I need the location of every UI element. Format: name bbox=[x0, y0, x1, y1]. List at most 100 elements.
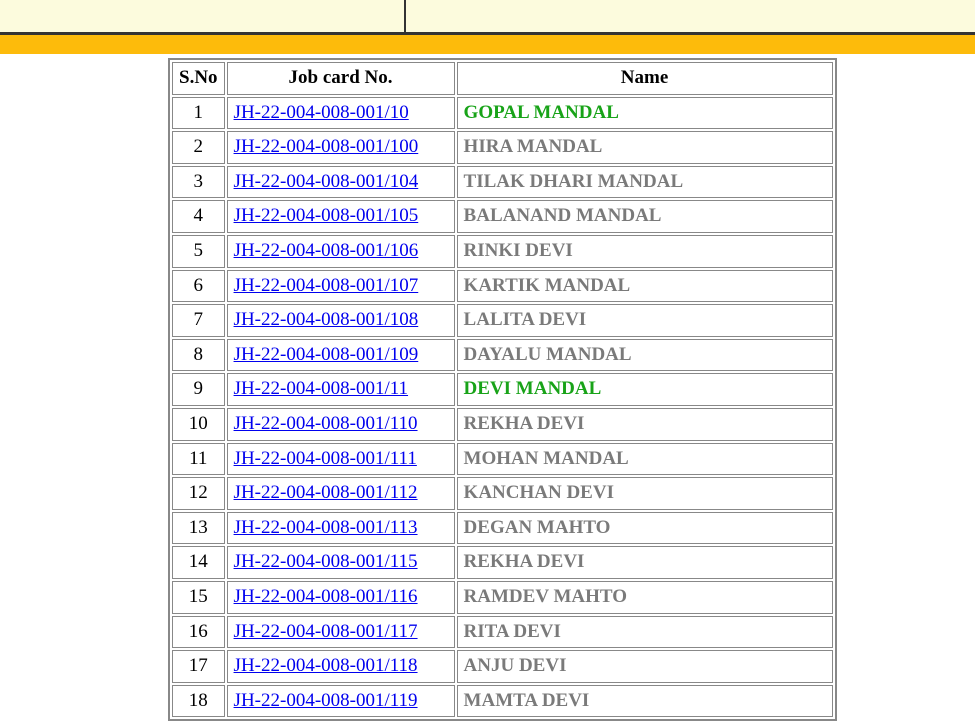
header-jobno: Job card No. bbox=[227, 62, 455, 95]
cell-name: DEGAN MAHTO bbox=[457, 512, 833, 545]
top-header-region bbox=[0, 0, 975, 34]
table-row: 2 JH-22-004-008-001/100 HIRA MANDAL bbox=[172, 131, 833, 164]
table-row: 5 JH-22-004-008-001/106 RINKI DEVI bbox=[172, 235, 833, 268]
cell-name: RINKI DEVI bbox=[457, 235, 833, 268]
cell-sno: 18 bbox=[172, 685, 225, 718]
cell-jobno: JH-22-004-008-001/113 bbox=[227, 512, 455, 545]
vertical-divider bbox=[404, 0, 406, 32]
jobcard-link[interactable]: JH-22-004-008-001/100 bbox=[234, 136, 419, 157]
table-row: 10 JH-22-004-008-001/110 REKHA DEVI bbox=[172, 408, 833, 441]
jobcard-link[interactable]: JH-22-004-008-001/113 bbox=[234, 517, 418, 538]
jobcard-link[interactable]: JH-22-004-008-001/115 bbox=[234, 551, 418, 572]
cell-name: MAMTA DEVI bbox=[457, 685, 833, 718]
jobcard-link[interactable]: JH-22-004-008-001/109 bbox=[234, 344, 419, 365]
table-row: 15 JH-22-004-008-001/116 RAMDEV MAHTO bbox=[172, 581, 833, 614]
cell-sno: 2 bbox=[172, 131, 225, 164]
cell-jobno: JH-22-004-008-001/117 bbox=[227, 616, 455, 649]
jobcard-link[interactable]: JH-22-004-008-001/108 bbox=[234, 309, 419, 330]
cell-sno: 15 bbox=[172, 581, 225, 614]
table-row: 12 JH-22-004-008-001/112 KANCHAN DEVI bbox=[172, 477, 833, 510]
jobcard-link[interactable]: JH-22-004-008-001/110 bbox=[234, 413, 418, 434]
jobcard-link[interactable]: JH-22-004-008-001/11 bbox=[234, 378, 409, 399]
jobcard-link[interactable]: JH-22-004-008-001/112 bbox=[234, 482, 418, 503]
cell-sno: 1 bbox=[172, 97, 225, 130]
cell-name: HIRA MANDAL bbox=[457, 131, 833, 164]
cell-jobno: JH-22-004-008-001/111 bbox=[227, 443, 455, 476]
table-row: 16 JH-22-004-008-001/117 RITA DEVI bbox=[172, 616, 833, 649]
table-row: 3 JH-22-004-008-001/104 TILAK DHARI MANDAL bbox=[172, 166, 833, 199]
cell-jobno: JH-22-004-008-001/10 bbox=[227, 97, 455, 130]
cell-jobno: JH-22-004-008-001/109 bbox=[227, 339, 455, 372]
header-name: Name bbox=[457, 62, 833, 95]
header-sno: S.No bbox=[172, 62, 225, 95]
cell-jobno: JH-22-004-008-001/100 bbox=[227, 131, 455, 164]
jobcard-link[interactable]: JH-22-004-008-001/107 bbox=[234, 275, 419, 296]
jobcard-link[interactable]: JH-22-004-008-001/105 bbox=[234, 205, 419, 226]
table-row: 17 JH-22-004-008-001/118 ANJU DEVI bbox=[172, 650, 833, 683]
cell-jobno: JH-22-004-008-001/115 bbox=[227, 546, 455, 579]
table-row: 7 JH-22-004-008-001/108 LALITA DEVI bbox=[172, 304, 833, 337]
cell-name: RAMDEV MAHTO bbox=[457, 581, 833, 614]
cell-name: GOPAL MANDAL bbox=[457, 97, 833, 130]
content-area: S.No Job card No. Name 1 JH-22-004-008-00… bbox=[0, 54, 975, 721]
cell-sno: 16 bbox=[172, 616, 225, 649]
cell-name: KANCHAN DEVI bbox=[457, 477, 833, 510]
jobcard-link[interactable]: JH-22-004-008-001/111 bbox=[234, 448, 417, 469]
cell-sno: 5 bbox=[172, 235, 225, 268]
cell-jobno: JH-22-004-008-001/118 bbox=[227, 650, 455, 683]
cell-name: BALANAND MANDAL bbox=[457, 200, 833, 233]
cell-sno: 14 bbox=[172, 546, 225, 579]
cell-sno: 6 bbox=[172, 270, 225, 303]
cell-sno: 9 bbox=[172, 373, 225, 406]
cell-jobno: JH-22-004-008-001/106 bbox=[227, 235, 455, 268]
cell-name: TILAK DHARI MANDAL bbox=[457, 166, 833, 199]
cell-jobno: JH-22-004-008-001/116 bbox=[227, 581, 455, 614]
jobcard-link[interactable]: JH-22-004-008-001/118 bbox=[234, 655, 418, 676]
jobcard-link[interactable]: JH-22-004-008-001/117 bbox=[234, 621, 418, 642]
jobcard-link[interactable]: JH-22-004-008-001/104 bbox=[234, 171, 419, 192]
cell-name: REKHA DEVI bbox=[457, 408, 833, 441]
table-row: 14 JH-22-004-008-001/115 REKHA DEVI bbox=[172, 546, 833, 579]
cell-name: RITA DEVI bbox=[457, 616, 833, 649]
jobcard-link[interactable]: JH-22-004-008-001/106 bbox=[234, 240, 419, 261]
table-row: 8 JH-22-004-008-001/109 DAYALU MANDAL bbox=[172, 339, 833, 372]
cell-sno: 11 bbox=[172, 443, 225, 476]
cell-name: DAYALU MANDAL bbox=[457, 339, 833, 372]
table-row: 11 JH-22-004-008-001/111 MOHAN MANDAL bbox=[172, 443, 833, 476]
cell-jobno: JH-22-004-008-001/107 bbox=[227, 270, 455, 303]
table-row: 6 JH-22-004-008-001/107 KARTIK MANDAL bbox=[172, 270, 833, 303]
cell-name: DEVI MANDAL bbox=[457, 373, 833, 406]
cell-sno: 17 bbox=[172, 650, 225, 683]
cell-name: LALITA DEVI bbox=[457, 304, 833, 337]
cell-jobno: JH-22-004-008-001/110 bbox=[227, 408, 455, 441]
jobcard-link[interactable]: JH-22-004-008-001/119 bbox=[234, 690, 418, 711]
cell-name: MOHAN MANDAL bbox=[457, 443, 833, 476]
cell-sno: 12 bbox=[172, 477, 225, 510]
cell-jobno: JH-22-004-008-001/11 bbox=[227, 373, 455, 406]
jobcard-link[interactable]: JH-22-004-008-001/10 bbox=[234, 102, 409, 123]
orange-bar bbox=[0, 34, 975, 54]
jobcard-link[interactable]: JH-22-004-008-001/116 bbox=[234, 586, 418, 607]
cell-jobno: JH-22-004-008-001/119 bbox=[227, 685, 455, 718]
cell-sno: 4 bbox=[172, 200, 225, 233]
cell-sno: 8 bbox=[172, 339, 225, 372]
table-row: 18 JH-22-004-008-001/119 MAMTA DEVI bbox=[172, 685, 833, 718]
cell-sno: 7 bbox=[172, 304, 225, 337]
cell-jobno: JH-22-004-008-001/112 bbox=[227, 477, 455, 510]
cell-name: ANJU DEVI bbox=[457, 650, 833, 683]
cell-jobno: JH-22-004-008-001/108 bbox=[227, 304, 455, 337]
cell-sno: 10 bbox=[172, 408, 225, 441]
jobcard-table: S.No Job card No. Name 1 JH-22-004-008-00… bbox=[168, 58, 837, 721]
cell-sno: 3 bbox=[172, 166, 225, 199]
cell-name: REKHA DEVI bbox=[457, 546, 833, 579]
table-header-row: S.No Job card No. Name bbox=[172, 62, 833, 95]
table-row: 1 JH-22-004-008-001/10 GOPAL MANDAL bbox=[172, 97, 833, 130]
cell-jobno: JH-22-004-008-001/104 bbox=[227, 166, 455, 199]
table-row: 9 JH-22-004-008-001/11 DEVI MANDAL bbox=[172, 373, 833, 406]
cell-jobno: JH-22-004-008-001/105 bbox=[227, 200, 455, 233]
jobcard-body: 1 JH-22-004-008-001/10 GOPAL MANDAL 2 JH-22-… bbox=[172, 97, 833, 718]
cell-sno: 13 bbox=[172, 512, 225, 545]
table-row: 13 JH-22-004-008-001/113 DEGAN MAHTO bbox=[172, 512, 833, 545]
cell-name: KARTIK MANDAL bbox=[457, 270, 833, 303]
table-row: 4 JH-22-004-008-001/105 BALANAND MANDAL bbox=[172, 200, 833, 233]
